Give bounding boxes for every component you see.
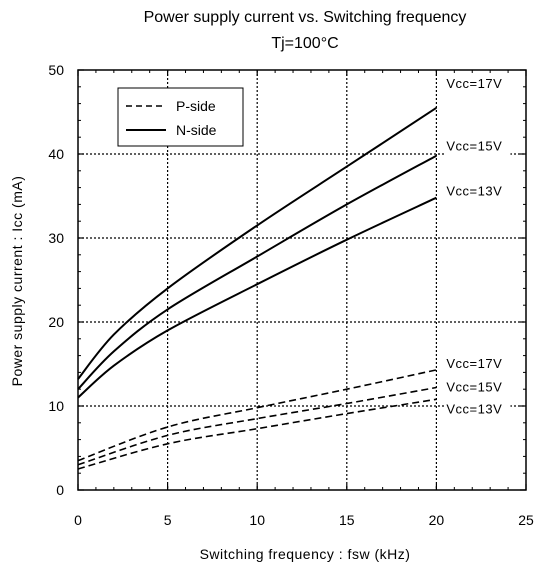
series-label-bg <box>444 400 511 419</box>
series-label-bg <box>444 354 511 373</box>
legend-label: N-side <box>176 122 217 138</box>
plot-area: 0 5 10 15 20 25 0 10 20 30 40 50 Vcc=17V Vcc=15V Vcc=1… <box>48 62 534 528</box>
y-tick-label: 50 <box>48 62 64 78</box>
chart-subtitle: Tj=100°C <box>271 35 338 52</box>
n-side-series-line <box>77 154 437 390</box>
y-tick-label: 20 <box>48 314 64 330</box>
y-tick-label: 40 <box>48 146 64 162</box>
series-end-label: Vcc=15V <box>446 380 502 395</box>
legend-box <box>117 87 244 147</box>
x-tick-label: 15 <box>339 512 355 528</box>
legend-label: P-side <box>176 98 216 114</box>
series-label-bg <box>444 74 511 93</box>
x-tick-label: 0 <box>74 512 82 528</box>
plot-frame <box>77 69 527 491</box>
series-end-label: Vcc=13V <box>446 401 502 416</box>
x-tick-label: 5 <box>164 512 172 528</box>
y-tick-label: 30 <box>48 230 64 246</box>
series-end-label: Vcc=15V <box>446 139 502 154</box>
series-end-label: Vcc=13V <box>446 184 502 199</box>
n-side-series-line <box>77 106 437 380</box>
y-tick-label: 10 <box>48 398 64 414</box>
x-tick-label: 20 <box>429 512 445 528</box>
series-end-label: Vcc=17V <box>446 356 502 371</box>
series-label-bg <box>444 182 511 201</box>
n-side-series-line <box>77 196 437 399</box>
x-tick-label: 10 <box>249 512 265 528</box>
chart-title: Power supply current vs. Switching frequ… <box>144 9 467 26</box>
series-end-label: Vcc=17V <box>446 76 502 91</box>
series-label-bg <box>444 137 511 156</box>
y-tick-label: 0 <box>56 482 64 498</box>
y-axis-label: Power supply current : Icc (mA) <box>9 176 25 387</box>
x-tick-label: 25 <box>518 512 534 528</box>
p-side-series-line <box>77 369 437 462</box>
series-label-bg <box>444 378 511 397</box>
x-axis-label: Switching frequency : fsw (kHz) <box>200 546 411 562</box>
